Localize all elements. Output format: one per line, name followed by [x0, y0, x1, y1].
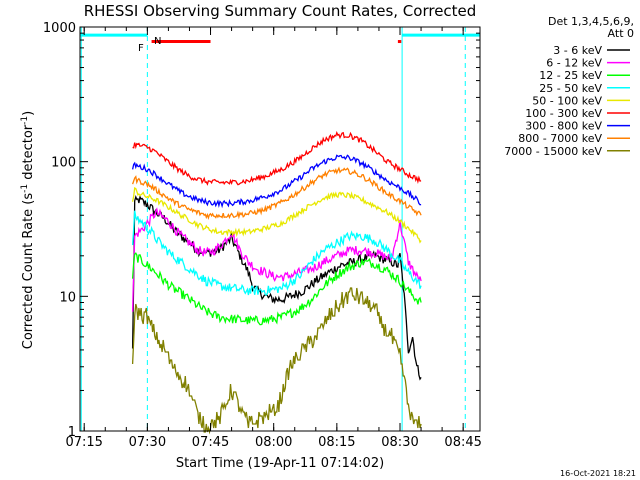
legend-label-4: 50 - 100 keV — [532, 94, 602, 107]
legend-label-2: 12 - 25 keV — [539, 69, 602, 82]
legend-label-5: 100 - 300 keV — [525, 107, 602, 120]
series-line-5 — [132, 130, 422, 186]
legend-label-1: 6 - 12 keV — [546, 57, 602, 70]
series-line-2 — [131, 252, 422, 326]
series-line-3 — [131, 210, 422, 296]
legend-label-3: 25 - 50 keV — [539, 82, 602, 95]
y-axis-ticks: 1 10 100 1000 — [43, 21, 480, 440]
y-label-main: Corrected Count Rate (s — [21, 193, 36, 350]
chart-title: RHESSI Observing Summary Count Rates, Co… — [84, 2, 477, 20]
plot-frame — [79, 26, 481, 432]
series-line-1 — [131, 207, 422, 312]
legend-label-8: 7000 - 15000 keV — [504, 145, 602, 158]
flag-label-f: F — [138, 43, 144, 54]
y-label-mid: detector — [21, 124, 36, 184]
y-tick-label-3: 1000 — [43, 21, 76, 36]
footer-timestamp: 16-Oct-2021 18:21 — [560, 469, 636, 478]
legend-title-line-1: Det 1,3,4,5,6,9, — [548, 15, 634, 28]
x-axis-label: Start Time (19-Apr-11 07:14:02) — [176, 456, 384, 471]
series-line-6 — [131, 154, 422, 209]
x-tick-label-4: 08:15 — [318, 435, 355, 450]
flag-bars — [80, 33, 480, 44]
y-tick-label-1: 10 — [59, 290, 76, 305]
series-line-7 — [131, 166, 422, 221]
y-label-sup-2: -1 — [20, 116, 30, 125]
x-axis-ticks: 07:15 07:30 07:45 08:00 08:15 08:30 08:45 — [65, 27, 482, 450]
legend-label-6: 300 - 800 keV — [525, 120, 602, 133]
x-tick-label-1: 07:30 — [129, 435, 166, 450]
x-tick-label-2: 07:45 — [192, 435, 229, 450]
x-tick-label-6: 08:45 — [444, 435, 481, 450]
x-tick-label-5: 08:30 — [381, 435, 418, 450]
legend-label-0: 3 - 6 keV — [553, 44, 602, 57]
legend-label-7: 800 - 7000 keV — [518, 132, 602, 145]
series-lines — [131, 130, 422, 435]
x-tick-label-3: 08:00 — [255, 435, 292, 450]
y-axis-label: Corrected Count Rate (s-1 detector-1) — [20, 111, 36, 349]
y-tick-label-0: 1 — [68, 425, 76, 440]
y-label-sup-1: -1 — [20, 184, 30, 193]
flag-label-n: N — [154, 36, 161, 47]
x-tick-label-0: 07:15 — [65, 435, 102, 450]
series-line-8 — [131, 287, 422, 435]
series-line-4 — [131, 186, 422, 244]
y-label-end: ) — [21, 111, 36, 116]
y-tick-label-2: 100 — [51, 156, 76, 171]
legend-title-line-2: Att 0 — [608, 27, 634, 40]
